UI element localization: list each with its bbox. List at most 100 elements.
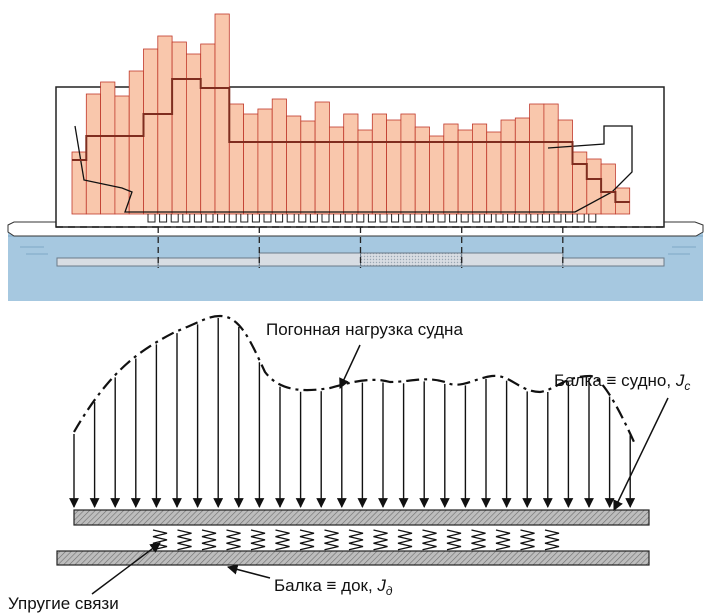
keel-block: [379, 214, 388, 223]
keel-block: [425, 214, 434, 223]
keel-block: [507, 214, 516, 223]
distributed-load-curve: [73, 314, 636, 443]
keel-block: [356, 214, 365, 223]
load-bar: [171, 41, 187, 215]
load-bar: [286, 115, 302, 215]
beam-dock-subscript: д: [386, 584, 393, 598]
spring: [495, 529, 511, 551]
load-bar: [85, 93, 102, 215]
keel-block: [309, 214, 318, 223]
spring: [177, 529, 192, 551]
keel-block: [472, 214, 481, 223]
load-bar: [328, 126, 345, 215]
ship-beam-pointer: [613, 397, 669, 511]
keel-block: [553, 214, 562, 223]
spring: [152, 529, 168, 551]
keel-block: [344, 214, 353, 223]
keel-block: [228, 214, 237, 223]
spring: [471, 529, 486, 551]
load-bar: [586, 158, 602, 215]
load-bar: [343, 113, 359, 215]
beam-ship-symbol: J: [675, 371, 685, 390]
load-bar: [557, 119, 573, 215]
keel-block: [263, 214, 272, 223]
load-bar: [386, 119, 402, 215]
load-bars: [71, 13, 631, 215]
spring: [397, 529, 413, 551]
load-bar: [600, 163, 616, 215]
keel-block: [402, 214, 411, 223]
keel-block: [251, 214, 260, 223]
load-bar: [228, 103, 245, 215]
load-bar: [71, 151, 87, 215]
dock-section: [56, 257, 159, 267]
load-bar: [543, 103, 559, 215]
load-bar: [300, 120, 316, 215]
load-bar: [471, 123, 488, 215]
dock-section: [258, 252, 361, 267]
keel-block: [333, 214, 342, 223]
load-bar: [243, 113, 259, 215]
keel-block: [518, 214, 527, 223]
dock-beam: [56, 550, 650, 566]
spring: [520, 529, 535, 551]
beam-panel: Погонная нагрузка судна Балка ≡ судно, J…: [8, 314, 690, 613]
load-bar: [143, 48, 159, 215]
dock-section: [360, 252, 463, 267]
dock-beam-pointer: [226, 564, 271, 579]
keel-block: [193, 214, 202, 223]
keel-block: [391, 214, 400, 223]
dock-strip: [56, 227, 665, 268]
beam-dock-symbol: J: [376, 576, 386, 595]
load-bar: [214, 13, 230, 215]
beam-dock-label: Балка ≡ док, Jд: [274, 576, 393, 598]
keel-block: [530, 214, 539, 223]
load-bar: [486, 131, 502, 215]
spring: [324, 529, 339, 551]
keel-block: [159, 214, 168, 223]
keel-block: [495, 214, 504, 223]
spring: [348, 529, 364, 551]
keel-block: [541, 214, 550, 223]
keel-block: [147, 214, 156, 223]
dock-section: [157, 257, 260, 267]
load-bar: [514, 117, 530, 215]
beam-ship-label: Балка ≡ судно, Jc: [554, 371, 690, 393]
spring: [201, 529, 217, 551]
load-bar: [314, 101, 330, 215]
keel-block: [576, 214, 585, 223]
ship-weight-curve: [72, 78, 630, 203]
keel-block: [565, 214, 574, 223]
keel-block: [437, 214, 446, 223]
spring: [299, 529, 315, 551]
spring: [373, 529, 388, 551]
keel-block: [367, 214, 376, 223]
keel-block: [460, 214, 469, 223]
spring: [422, 529, 437, 551]
load-bar: [157, 35, 173, 215]
keel-block: [414, 214, 423, 223]
elastic-links-label: Упругие связи: [8, 594, 119, 613]
beam-dock-text: Балка ≡ док,: [274, 576, 377, 595]
dock-section: [461, 252, 564, 267]
keel-block: [286, 214, 295, 223]
beam-ship-subscript: c: [684, 379, 690, 393]
load-bar: [572, 151, 588, 215]
load-bar: [271, 98, 287, 215]
spring: [544, 529, 560, 551]
keel-block: [170, 214, 179, 223]
dock-section: [562, 257, 665, 267]
keel-block: [588, 214, 597, 223]
keel-block: [217, 214, 226, 223]
keel-block: [298, 214, 307, 223]
load-bar: [200, 43, 216, 215]
dock-panel: [7, 13, 704, 301]
ship-beam: [73, 509, 650, 526]
keel-block: [449, 214, 458, 223]
keel-supports: [147, 214, 597, 223]
spring: [446, 529, 462, 551]
spring: [226, 529, 241, 551]
keel-block: [275, 214, 284, 223]
load-bar: [500, 119, 516, 215]
